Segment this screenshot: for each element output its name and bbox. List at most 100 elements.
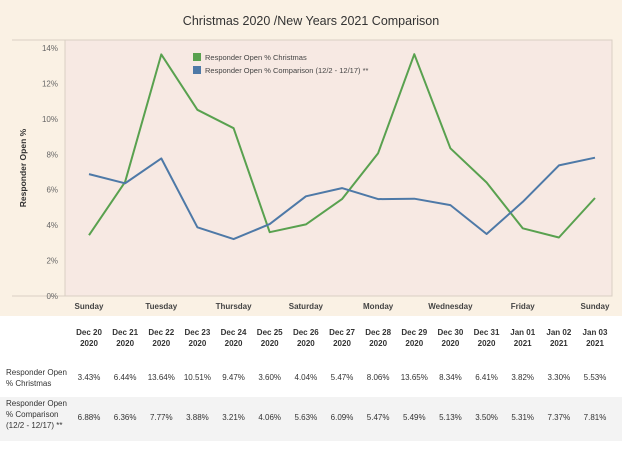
- table-value-cell: 9.47%: [222, 373, 245, 382]
- table-date-header: Dec 31 2020: [468, 327, 506, 349]
- x-weekday-label: Saturday: [289, 302, 324, 311]
- table-date-header: Jan 03 2021: [576, 327, 614, 349]
- legend-swatch: [193, 53, 201, 61]
- table-date-year: 2021: [513, 339, 532, 348]
- table-date-year: 2020: [405, 339, 424, 348]
- table-date-day: Jan 03: [582, 328, 608, 337]
- table-value-cell: 7.37%: [547, 413, 571, 422]
- table-row-label: Responder Open % Comparison (12/2 - 12/17)…: [6, 398, 67, 431]
- table-row-stripe: [0, 397, 622, 441]
- y-tick-label: 8%: [46, 150, 58, 159]
- table-value-cell: 5.63%: [294, 413, 318, 422]
- x-weekday-label: Wednesday: [428, 302, 473, 311]
- table-date-year: 2020: [188, 339, 207, 348]
- table-date-header: Dec 22 2020: [142, 327, 180, 349]
- table-row-label-line: % Comparison: [6, 410, 59, 419]
- table-value-cell: 5.13%: [439, 413, 462, 422]
- x-weekday-label: Monday: [363, 302, 394, 311]
- table-value-cell: 5.49%: [402, 413, 426, 422]
- x-weekday-label: Friday: [511, 302, 536, 311]
- table-date-day: Dec 24: [220, 328, 247, 337]
- table-date-day: Jan 02: [546, 328, 572, 337]
- table-date-year: 2020: [152, 339, 171, 348]
- legend-label: Responder Open % Christmas: [205, 53, 307, 62]
- table-date-header: Dec 25 2020: [251, 327, 289, 349]
- plot-area: [64, 39, 613, 297]
- x-weekday-label: Tuesday: [145, 302, 177, 311]
- y-tick-label: 6%: [46, 186, 58, 195]
- table-value-cell: 4.06%: [258, 413, 282, 422]
- table-value-cell: 6.44%: [113, 373, 137, 382]
- table-value-cell: 3.60%: [258, 373, 282, 382]
- table-value-cell: 8.06%: [366, 373, 390, 382]
- y-tick-label: 10%: [42, 115, 58, 124]
- table-date-year: 2020: [441, 339, 460, 348]
- series-line-comparison: [88, 156, 596, 241]
- table-value-cell: 5.53%: [583, 373, 607, 382]
- table-date-day: Dec 30: [437, 328, 464, 337]
- y-tick-label: 0%: [46, 292, 58, 301]
- table-date-year: 2020: [116, 339, 135, 348]
- table-value-cell: 4.04%: [294, 373, 318, 382]
- table-value-cell: 6.36%: [113, 413, 137, 422]
- chart-title: Christmas 2020 /New Years 2021 Compariso…: [182, 14, 440, 28]
- table-date-header: Dec 21 2020: [106, 327, 144, 349]
- table-value-cell: 6.41%: [475, 373, 498, 382]
- table-date-day: Jan 01: [510, 328, 536, 337]
- table-value-cell: 3.82%: [511, 373, 535, 382]
- table-row-label-line: % Christmas: [6, 379, 52, 388]
- chart-plot: 0% 2% 4% 6% 8% 10% 12% 14% Responder Open % Sunda…: [12, 39, 613, 311]
- table-value-cell: 7.77%: [149, 413, 173, 422]
- table-row-label: Responder Open % Christmas: [6, 367, 67, 389]
- table-date-day: Dec 29: [401, 328, 428, 337]
- table-date-year: 2020: [80, 339, 98, 348]
- legend-swatch: [193, 66, 201, 74]
- table-date-year: 2021: [586, 339, 604, 348]
- table-date-header: Dec 26 2020: [287, 327, 325, 349]
- table-date-header: Jan 01 2021: [504, 327, 542, 349]
- y-axis-title: Responder Open %: [18, 128, 28, 207]
- table-date-year: 2020: [333, 339, 351, 348]
- table-date-day: Dec 28: [365, 328, 392, 337]
- data-table: Dec 20 2020 Dec 21 2020 Dec 22 2020 Dec 23 2020…: [0, 316, 622, 469]
- table-date-day: Dec 21: [112, 328, 139, 337]
- table-value-cell: 3.43%: [77, 373, 101, 382]
- table-row-label-line: Responder Open: [6, 368, 67, 377]
- table-row-label-line: Responder Open: [6, 399, 67, 408]
- table-value-cell: 3.30%: [547, 373, 571, 382]
- table-date-header: Dec 20 2020: [70, 327, 108, 349]
- table-value-cell: 5.47%: [330, 373, 354, 382]
- table-value-cell: 3.88%: [186, 413, 209, 422]
- table-date-day: Dec 22: [148, 328, 175, 337]
- table-date-header: Dec 24 2020: [215, 327, 253, 349]
- table-date-day: Dec 23: [184, 328, 211, 337]
- table-date-year: 2020: [260, 339, 279, 348]
- table-value-cell: 13.64%: [147, 373, 175, 382]
- table-value-cell: 5.47%: [366, 413, 390, 422]
- table-date-day: Dec 25: [256, 328, 283, 337]
- table-value-cell: 3.50%: [475, 413, 498, 422]
- table-date-year: 2020: [296, 339, 315, 348]
- table-value-cell: 3.21%: [222, 413, 245, 422]
- table-date-year: 2020: [369, 339, 388, 348]
- y-tick-label: 4%: [46, 221, 58, 230]
- table-date-header: Dec 23 2020: [178, 327, 216, 349]
- table-value-cell: 6.88%: [77, 413, 101, 422]
- table-date-day: Dec 27: [329, 328, 355, 337]
- table-date-day: Dec 20: [76, 328, 102, 337]
- x-weekday-label: Sunday: [581, 302, 610, 311]
- table-value-cell: 13.65%: [400, 373, 428, 382]
- table-date-day: Dec 26: [292, 328, 319, 337]
- table-date-header: Dec 27 2020: [323, 327, 361, 349]
- y-tick-label: 14%: [42, 44, 58, 53]
- table-row-label-line: (12/2 - 12/17) **: [6, 421, 63, 430]
- table-value-cell: 5.31%: [511, 413, 535, 422]
- x-weekday-label: Thursday: [216, 302, 253, 311]
- table-date-year: 2020: [477, 339, 496, 348]
- table-date-header: Dec 28 2020: [359, 327, 397, 349]
- table-date-year: 2020: [224, 339, 243, 348]
- table-date-header: Jan 02 2021: [540, 327, 578, 349]
- table-date-year: 2021: [549, 339, 568, 348]
- table-value-cell: 6.09%: [330, 413, 354, 422]
- table-date-header: Dec 29 2020: [395, 327, 433, 349]
